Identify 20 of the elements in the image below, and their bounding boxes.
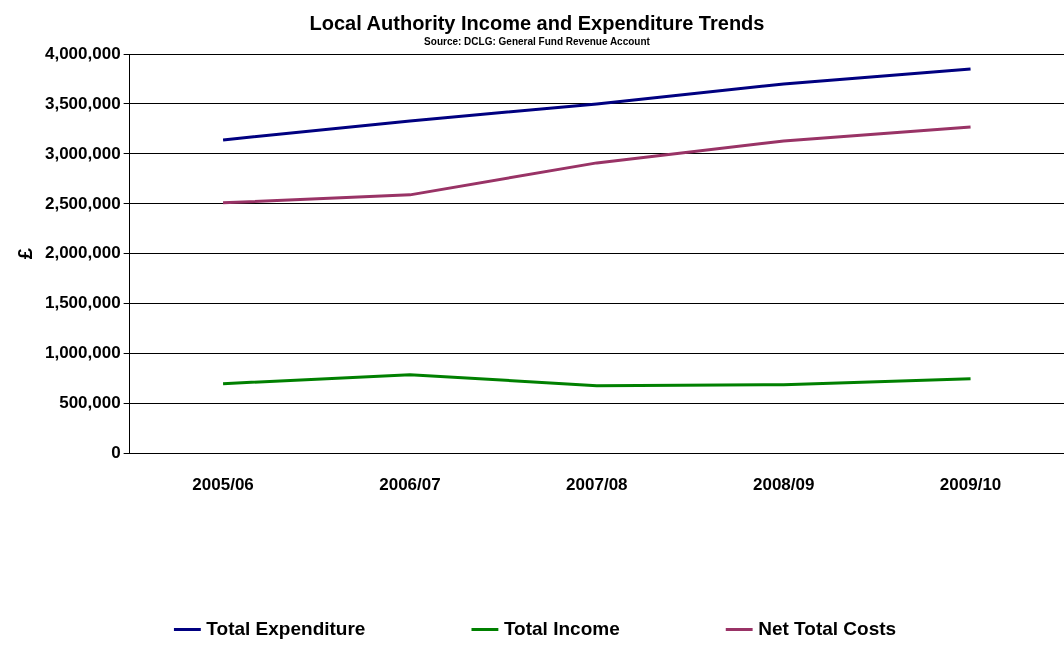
y-axis-title: £ (13, 248, 36, 260)
y-tick-label: 1,500,000 (44, 293, 121, 313)
x-tick-label: 2008/09 (752, 475, 815, 495)
x-tick-label: 2009/10 (939, 475, 1002, 495)
legend-label: Total Expenditure (206, 617, 366, 639)
y-tick-label: 4,000,000 (44, 43, 121, 63)
y-tick-label: 500,000 (59, 393, 121, 413)
y-tick-label: 2,000,000 (44, 243, 121, 263)
y-tick-label: 0 (111, 443, 121, 463)
legend-label: Total Income (503, 617, 620, 639)
y-tick-label: 1,000,000 (44, 343, 121, 363)
x-tick-label: 2006/07 (379, 475, 441, 495)
x-tick-label: 2005/06 (192, 475, 254, 495)
chart-title: Local Authority Income and Expenditure Trends (309, 11, 765, 34)
chart-subtitle: Source: DCLG: General Fund Revenue Account (424, 35, 651, 47)
x-tick-label: 2007/08 (566, 475, 628, 495)
y-tick-label: 3,000,000 (44, 143, 121, 163)
legend-label: Net Total Costs (758, 617, 897, 639)
y-tick-label: 3,500,000 (44, 93, 121, 113)
y-tick-label: 2,500,000 (44, 193, 121, 213)
